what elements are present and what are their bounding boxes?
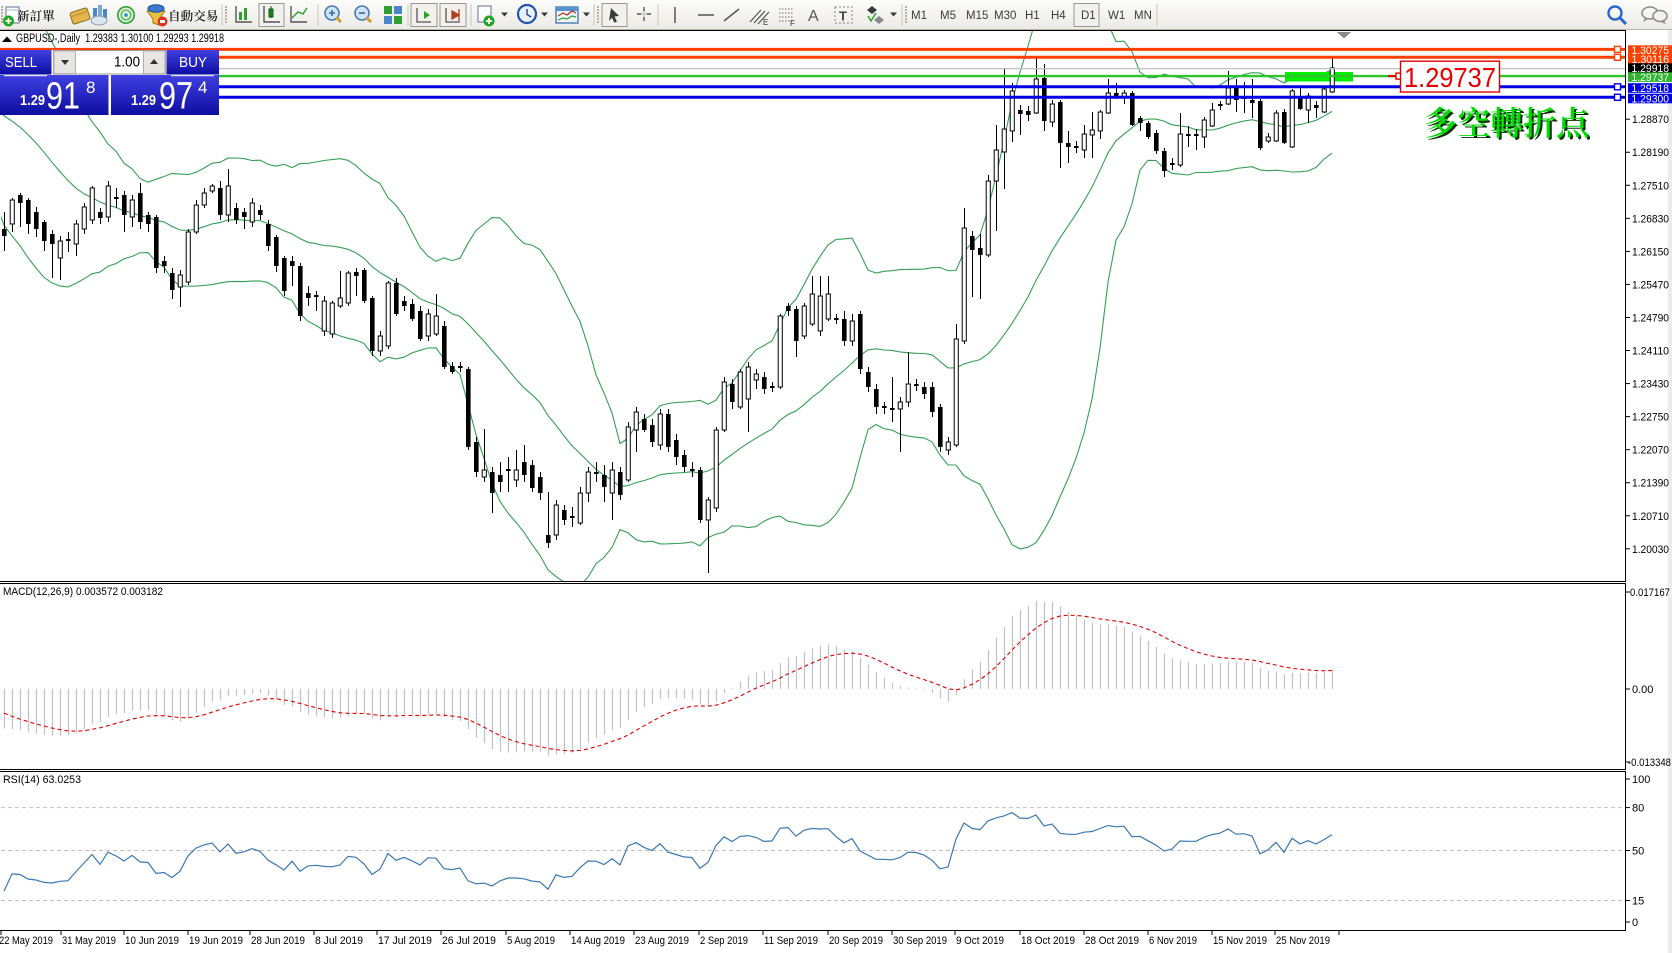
svg-text:6 Nov 2019: 6 Nov 2019 [1149, 935, 1197, 947]
svg-text:1.26830: 1.26830 [1632, 213, 1669, 225]
svg-text:H1: H1 [1025, 10, 1040, 22]
svg-text:0.00: 0.00 [1632, 684, 1653, 696]
svg-text:1.29518: 1.29518 [1632, 83, 1670, 95]
svg-text:T: T [839, 9, 847, 24]
svg-text:15: 15 [1632, 896, 1644, 908]
svg-text:1.29300: 1.29300 [1632, 94, 1670, 106]
svg-text:1.21390: 1.21390 [1632, 478, 1669, 490]
svg-text:1.22750: 1.22750 [1632, 412, 1669, 424]
svg-text:M15: M15 [966, 10, 988, 22]
svg-text:A: A [808, 8, 819, 25]
svg-text:SELL: SELL [5, 54, 37, 71]
svg-text:D1: D1 [1081, 10, 1096, 22]
svg-text:1.24110: 1.24110 [1632, 346, 1669, 358]
svg-text:4: 4 [198, 78, 207, 97]
svg-text:F: F [790, 19, 795, 28]
svg-text:19 Jun 2019: 19 Jun 2019 [189, 935, 243, 947]
svg-text:1.23430: 1.23430 [1632, 379, 1669, 391]
svg-text:1.20710: 1.20710 [1632, 511, 1669, 523]
svg-text:1.20030: 1.20030 [1632, 544, 1669, 556]
svg-text:5 Aug 2019: 5 Aug 2019 [507, 935, 555, 947]
svg-text:GBPUSD-,Daily 1.29383 1.30100: GBPUSD-,Daily 1.29383 1.30100 1.29293 1.… [16, 33, 224, 45]
svg-text:MACD(12,26,9) 0.003572 0.00318: MACD(12,26,9) 0.003572 0.003182 [3, 586, 163, 598]
svg-text:31 May 2019: 31 May 2019 [62, 935, 116, 947]
svg-text:1.29737: 1.29737 [1632, 72, 1670, 84]
svg-text:9 Oct 2019: 9 Oct 2019 [956, 935, 1004, 947]
svg-text:8: 8 [86, 78, 95, 97]
svg-text:H4: H4 [1051, 10, 1066, 22]
svg-text:M1: M1 [911, 10, 927, 22]
svg-text:80: 80 [1632, 803, 1644, 815]
svg-text:BUY: BUY [179, 54, 207, 71]
svg-text:E: E [763, 18, 768, 27]
svg-text:91: 91 [46, 76, 80, 118]
svg-text:1.29737: 1.29737 [1404, 62, 1496, 93]
svg-text:M5: M5 [940, 10, 956, 22]
svg-text:1.27510: 1.27510 [1632, 180, 1669, 192]
svg-text:1.28870: 1.28870 [1632, 114, 1669, 126]
svg-text:18 Oct 2019: 18 Oct 2019 [1021, 935, 1075, 947]
svg-text:0: 0 [1632, 917, 1638, 929]
svg-text:1.29918: 1.29918 [1632, 63, 1670, 75]
svg-text:1.22070: 1.22070 [1632, 445, 1669, 457]
svg-text:30 Sep 2019: 30 Sep 2019 [893, 935, 947, 947]
svg-text:1.30116: 1.30116 [1632, 54, 1670, 66]
svg-text:25 Nov 2019: 25 Nov 2019 [1276, 935, 1330, 947]
svg-text:26 Jul 2019: 26 Jul 2019 [442, 935, 496, 947]
svg-text:1.29: 1.29 [20, 93, 45, 109]
svg-text:1.25470: 1.25470 [1632, 279, 1669, 291]
svg-text:MN: MN [1134, 10, 1152, 22]
svg-text:0.017167: 0.017167 [1630, 587, 1670, 599]
svg-text:14 Aug 2019: 14 Aug 2019 [571, 935, 625, 947]
svg-text:2 Sep 2019: 2 Sep 2019 [700, 935, 748, 947]
svg-text:11 Sep 2019: 11 Sep 2019 [764, 935, 818, 947]
svg-text:1.24790: 1.24790 [1632, 313, 1669, 325]
svg-text:22 May 2019: 22 May 2019 [0, 935, 53, 947]
svg-text:1.28190: 1.28190 [1632, 147, 1669, 159]
svg-text:100: 100 [1632, 774, 1650, 786]
svg-text:28 Jun 2019: 28 Jun 2019 [251, 935, 305, 947]
svg-text:W1: W1 [1108, 10, 1125, 22]
svg-text:17 Jul 2019: 17 Jul 2019 [378, 935, 432, 947]
svg-text:10 Jun 2019: 10 Jun 2019 [125, 935, 179, 947]
svg-text:97: 97 [159, 76, 193, 118]
svg-text:1.26150: 1.26150 [1632, 246, 1669, 258]
svg-text:1.29: 1.29 [131, 93, 156, 109]
svg-text:20 Sep 2019: 20 Sep 2019 [829, 935, 883, 947]
svg-text:50: 50 [1632, 846, 1644, 858]
svg-text:23 Aug 2019: 23 Aug 2019 [635, 935, 689, 947]
svg-text:28 Oct 2019: 28 Oct 2019 [1085, 935, 1139, 947]
svg-text:8 Jul 2019: 8 Jul 2019 [315, 935, 363, 947]
svg-text:-0.013348: -0.013348 [1628, 757, 1671, 769]
svg-text:15 Nov 2019: 15 Nov 2019 [1213, 935, 1267, 947]
svg-text:1.00: 1.00 [114, 54, 140, 71]
svg-text:M30: M30 [994, 10, 1016, 22]
svg-text:RSI(14) 63.0253: RSI(14) 63.0253 [3, 774, 81, 786]
svg-text:1.30275: 1.30275 [1632, 45, 1670, 57]
